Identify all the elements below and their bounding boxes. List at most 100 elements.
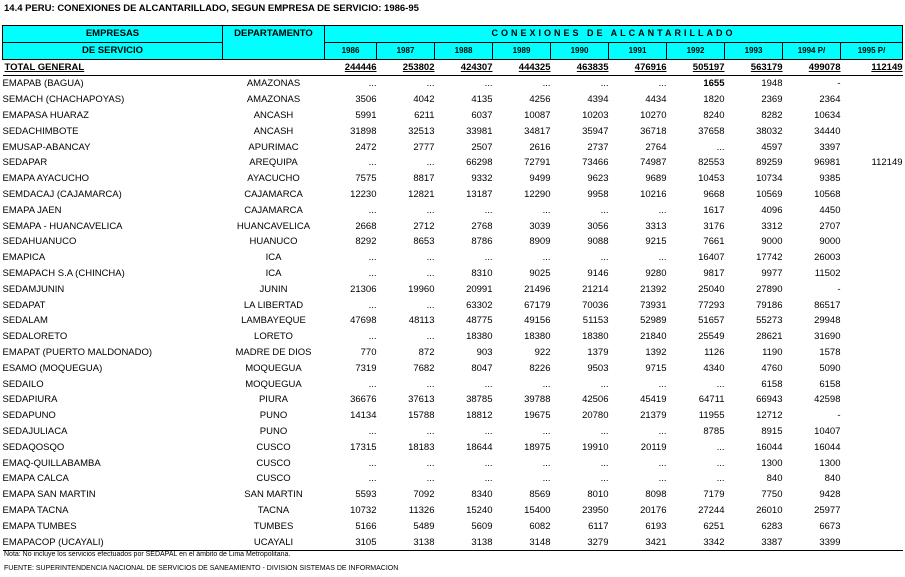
total-value: 563179 bbox=[750, 61, 783, 73]
departamento-cell: UCAYALI bbox=[222, 534, 325, 552]
value-cell: 12712 bbox=[756, 410, 783, 422]
total-value: 112149 bbox=[871, 61, 903, 73]
value-cell bbox=[841, 92, 903, 108]
value-cell: 47698 bbox=[350, 315, 377, 327]
value-cell: 1578 bbox=[819, 346, 841, 358]
departamento-cell: AMAZONAS bbox=[246, 94, 301, 106]
value-cell: 2777 bbox=[413, 141, 435, 153]
value-cell: 9385 bbox=[819, 173, 841, 185]
value-cell bbox=[841, 377, 903, 393]
table-row: SEDAPIURA PIURA 36676 37613 38785 39788 42506 4… bbox=[3, 392, 903, 408]
value-cell: 19910 bbox=[582, 441, 609, 453]
total-value-cell: 476916 bbox=[608, 59, 667, 77]
value-cell: ... bbox=[658, 473, 667, 485]
value-cell: 9958 bbox=[587, 188, 609, 200]
value-cell: 39788 bbox=[524, 394, 551, 406]
value-cell: 31898 bbox=[350, 125, 377, 137]
year-header: 1995 P/ bbox=[839, 41, 904, 60]
value-cell: 18380 bbox=[466, 331, 493, 343]
value-cell: 10453 bbox=[698, 173, 725, 185]
departamento-cell: AYACUCHO bbox=[247, 173, 300, 185]
value-cell: 3056 bbox=[587, 220, 609, 232]
empresa-cell: SEDAHUANUCO bbox=[2, 236, 77, 248]
value-cell: ... bbox=[716, 473, 725, 485]
value-cell: 9000 bbox=[761, 236, 783, 248]
value-cell: 6037 bbox=[471, 109, 493, 121]
value-cell: ... bbox=[600, 473, 609, 485]
value-cell: 3148 bbox=[492, 534, 551, 552]
empresa-cell: SEMAPACH S.A (CHINCHA) bbox=[2, 267, 125, 279]
value-cell: 8240 bbox=[703, 109, 725, 121]
value-cell: 4597 bbox=[761, 141, 783, 153]
total-value-cell: 112149 bbox=[840, 59, 903, 77]
empresa-cell: SEDAPIURA bbox=[2, 394, 58, 406]
value-cell: 34440 bbox=[814, 125, 841, 137]
value-cell: 4450 bbox=[819, 204, 841, 216]
value-cell: ... bbox=[426, 425, 435, 437]
value-cell: ... bbox=[426, 378, 435, 390]
conexiones-table: EMPRESAS DEPARTAMENTO CONEXIONES DE ALCA… bbox=[2, 25, 904, 552]
table-row: EMAPA CALCA CUSCO..................... 840… bbox=[3, 471, 903, 487]
value-cell: ... bbox=[658, 425, 667, 437]
value-cell bbox=[841, 124, 903, 140]
value-cell: 72791 bbox=[524, 157, 551, 169]
value-cell: 11326 bbox=[408, 504, 435, 516]
value-cell: ... bbox=[658, 378, 667, 390]
value-cell bbox=[841, 203, 903, 219]
value-cell: 2364 bbox=[819, 94, 841, 106]
total-departamento-cell bbox=[222, 59, 325, 77]
value-cell: 26010 bbox=[756, 504, 783, 516]
value-cell: 7750 bbox=[761, 489, 783, 501]
value-cell: ... bbox=[426, 78, 435, 90]
departamento-cell: TUMBES bbox=[253, 520, 294, 532]
value-cell: 2768 bbox=[471, 220, 493, 232]
table-row: SEDAPAR AREQUIPA...... 66298 72791 73466 7498… bbox=[3, 155, 903, 171]
value-cell: 5609 bbox=[471, 520, 493, 532]
value-cell: 840 bbox=[824, 473, 841, 485]
value-cell: 7661 bbox=[703, 236, 725, 248]
value-cell: 33981 bbox=[466, 125, 493, 137]
value-cell: ... bbox=[542, 378, 551, 390]
value-cell: 32513 bbox=[408, 125, 435, 137]
value-cell: 31690 bbox=[814, 331, 841, 343]
table-row: EMAPA JAEN CAJAMARCA.................. 161… bbox=[3, 203, 903, 219]
value-cell: 8010 bbox=[587, 489, 609, 501]
empresa-cell: EMUSAP-ABANCAY bbox=[2, 141, 91, 153]
value-cell: 1820 bbox=[703, 94, 725, 106]
value-cell: ... bbox=[600, 378, 609, 390]
value-cell: 9025 bbox=[529, 267, 551, 279]
departamento-cell: HUANCAVELICA bbox=[236, 220, 311, 232]
value-cell bbox=[841, 187, 903, 203]
value-cell: 5991 bbox=[355, 109, 377, 121]
value-cell bbox=[841, 266, 903, 282]
empresa-cell: SEMDACAJ (CAJAMARCA) bbox=[2, 188, 122, 200]
departamento-header: DEPARTAMENTO bbox=[222, 25, 325, 60]
value-cell: 2507 bbox=[471, 141, 493, 153]
value-cell: 6082 bbox=[529, 520, 551, 532]
departamento-cell: LORETO bbox=[254, 331, 293, 343]
value-cell: 3138 bbox=[434, 534, 493, 552]
table-row: SEDAMJUNIN JUNIN 21306 19960 20991 21496 21214… bbox=[3, 282, 903, 298]
value-cell: 1655 bbox=[703, 78, 725, 90]
value-cell: 1126 bbox=[704, 346, 725, 358]
value-cell: 2472 bbox=[355, 141, 377, 153]
value-cell: 9146 bbox=[587, 267, 609, 279]
value-cell bbox=[841, 313, 903, 329]
table-row: EMAPICA ICA.................. 16407 17742 26… bbox=[3, 250, 903, 266]
value-cell: ... bbox=[368, 473, 377, 485]
value-cell: 3421 bbox=[608, 534, 667, 552]
value-cell bbox=[841, 108, 903, 124]
value-cell: 3387 bbox=[724, 534, 783, 552]
departamento-cell: PUNO bbox=[259, 410, 288, 422]
year-header: 1987 bbox=[376, 41, 435, 60]
departamento-cell: CUSCO bbox=[256, 473, 291, 485]
value-cell: 18380 bbox=[582, 331, 609, 343]
value-cell: 20176 bbox=[640, 504, 667, 516]
value-cell: ... bbox=[716, 457, 725, 469]
value-cell: 23950 bbox=[582, 504, 609, 516]
value-cell: ... bbox=[368, 299, 377, 311]
value-cell: 10569 bbox=[756, 188, 783, 200]
value-cell: 7575 bbox=[355, 173, 377, 185]
value-cell: 12821 bbox=[408, 188, 435, 200]
departamento-cell: LAMBAYEQUE bbox=[241, 315, 306, 327]
